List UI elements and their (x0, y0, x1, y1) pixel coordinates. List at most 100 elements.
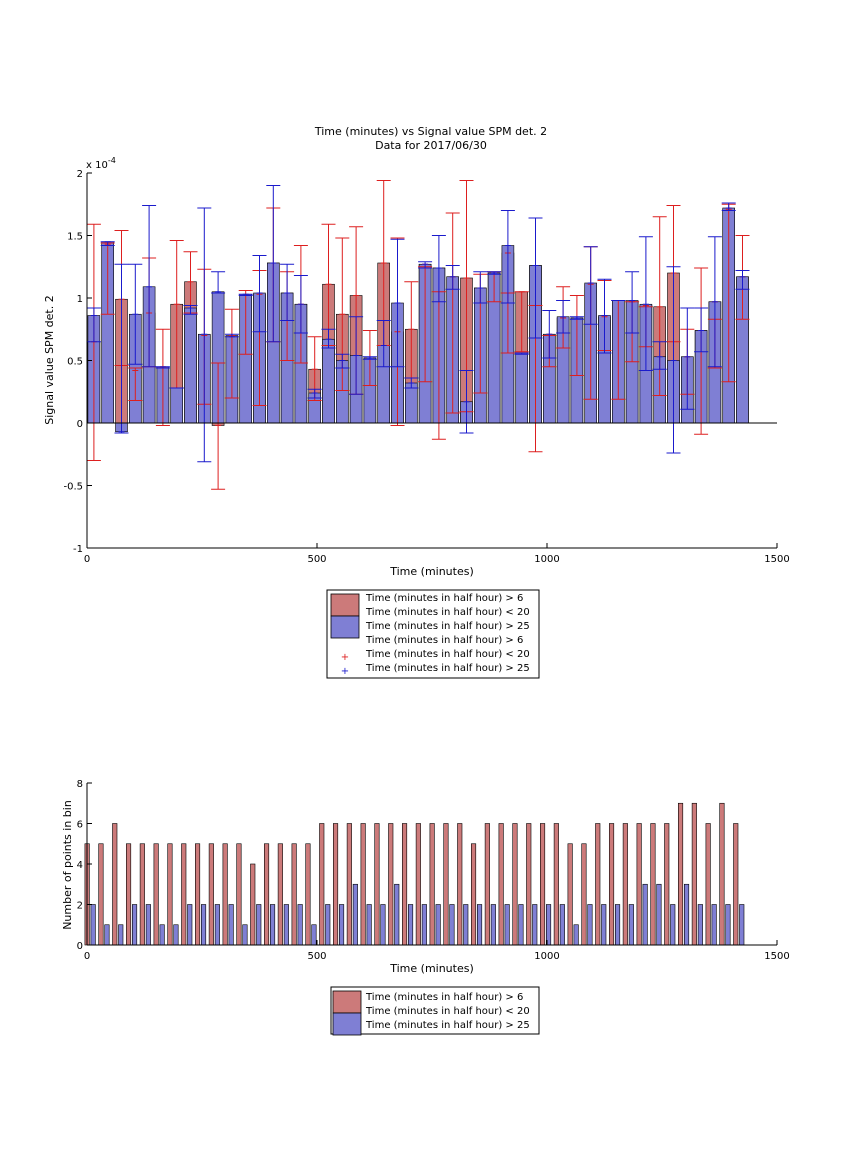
bar-blue (184, 307, 197, 424)
count-bar-blue (201, 904, 207, 946)
count-bar-red (126, 843, 132, 946)
count-bar-blue (463, 904, 469, 946)
count-bar-red (719, 802, 725, 946)
count-bar-blue (504, 904, 510, 946)
count-bar-blue (352, 883, 358, 946)
count-bar-blue (476, 904, 483, 946)
count-bar-red (263, 843, 270, 946)
count-bar-blue (297, 904, 303, 946)
legend-marker-red: + (341, 652, 349, 663)
count-bar-red (650, 823, 656, 946)
count-bar-red (608, 823, 615, 946)
count-bar-red (236, 843, 242, 946)
signal-chart: Time (minutes) vs Signal value SPM det. … (43, 125, 790, 578)
count-bar-blue (242, 924, 248, 946)
y-tick-label: -1 (73, 544, 83, 555)
count-bar-blue (283, 904, 289, 946)
count-bar-red (332, 823, 339, 946)
legend-swatch-blue (332, 1012, 362, 1036)
count-bar-red (595, 823, 601, 946)
count-bar-red (208, 843, 214, 946)
count-bar-blue (449, 904, 455, 946)
y-tick-label: 6 (77, 820, 83, 831)
count-bar-red (319, 823, 325, 946)
count-bar-red (195, 843, 201, 946)
errorbar-group (86, 180, 750, 490)
count-bar-red (622, 823, 628, 946)
count-bar-blue (628, 904, 634, 946)
count-bar-blue (394, 883, 400, 946)
legend-box (326, 589, 540, 679)
count-bar-red (167, 843, 173, 946)
legend-text-1: Time (minutes in half hour) > 6 (365, 992, 523, 1003)
count-bar-red (222, 843, 228, 946)
bar-series-group (84, 802, 745, 946)
count-bar-blue (90, 904, 96, 946)
count-bar-blue (366, 904, 372, 946)
count-bar-blue (670, 904, 676, 946)
bar-series-group (87, 207, 749, 433)
x-tick-label: 1500 (764, 951, 789, 962)
count-bar-blue (490, 904, 496, 946)
count-bar-blue (159, 924, 165, 946)
count-bar-blue (739, 904, 745, 946)
count-bar-red (484, 823, 490, 946)
y-tick-label: -0.5 (63, 482, 83, 493)
legend-box (330, 986, 540, 1035)
axes: 0 500 1000 1500 -1 -0.5 0 0.5 1 1.5 2 (63, 169, 789, 565)
count-bar-red (553, 823, 559, 946)
x-tick-label: 0 (84, 951, 90, 962)
count-bar-red (98, 843, 104, 946)
count-bar-blue (642, 883, 648, 946)
count-bar-blue (325, 904, 331, 946)
legend-swatch-blue (330, 615, 360, 639)
y-tick-label: 2 (77, 169, 83, 180)
y-exponent-base: x 10 (86, 160, 108, 171)
count-bar-blue (214, 904, 220, 946)
count-bar-blue (104, 924, 110, 946)
legend-marker-blue: + (341, 666, 349, 677)
count-bar-red (360, 823, 366, 946)
x-tick-label: 1500 (764, 554, 789, 565)
bar-blue (515, 352, 528, 424)
count-bar-red (181, 843, 187, 946)
y-tick-label: 0.5 (67, 357, 83, 368)
count-bar-red (691, 802, 697, 946)
x-tick-label: 500 (307, 554, 326, 565)
count-bar-blue (311, 924, 317, 946)
count-bar-blue (118, 924, 124, 946)
count-bar-blue (559, 904, 565, 946)
legend-text-3: Time (minutes in half hour) > 25 (365, 621, 530, 632)
y-tick-label: 1 (77, 294, 83, 305)
count-bar-red (636, 823, 642, 946)
axes: 0 500 1000 1500 0 2 4 6 8 (77, 779, 790, 962)
count-bar-red (581, 843, 587, 946)
count-chart: 0 500 1000 1500 0 2 4 6 8 Time (minutes) Number … (61, 779, 790, 975)
y-tick-label: 0 (77, 419, 83, 430)
legend: Time (minutes in half hour) > 6 Time (mi… (330, 986, 540, 1036)
count-bar-blue (435, 904, 441, 946)
x-axis-label: Time (minutes) (389, 565, 474, 578)
y-axis-label: Signal value SPM det. 2 (43, 295, 56, 425)
count-bar-red (291, 843, 297, 946)
legend-text-4: Time (minutes in half hour) > 6 (365, 635, 523, 646)
count-bar-red (401, 823, 408, 946)
count-bar-blue (407, 904, 414, 946)
bar-blue (170, 387, 183, 424)
count-bar-red (457, 823, 463, 946)
x-tick-label: 1000 (534, 951, 559, 962)
count-bar-red (112, 823, 118, 946)
y-exponent: x 10-4 (86, 156, 116, 171)
count-bar-blue (532, 904, 538, 946)
legend-text-5: Time (minutes in half hour) < 20 (365, 649, 530, 660)
count-bar-blue (587, 904, 593, 946)
count-bar-red (733, 823, 739, 946)
count-bar-blue (256, 904, 262, 946)
count-bar-blue (683, 883, 690, 946)
legend-text-6: Time (minutes in half hour) > 25 (365, 663, 530, 674)
chart-title: Time (minutes) vs Signal value SPM det. … (314, 125, 547, 138)
count-bar-blue (228, 904, 234, 946)
legend: Time (minutes in half hour) > 6 Time (mi… (326, 589, 540, 679)
count-bar-red (512, 823, 518, 946)
count-bar-blue (187, 904, 193, 946)
